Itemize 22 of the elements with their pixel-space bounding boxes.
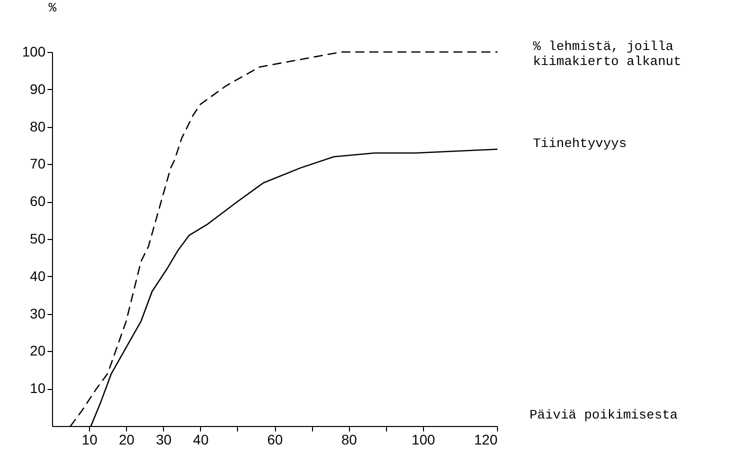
y-tick-label: 30	[30, 305, 46, 322]
x-tick-label: 10	[82, 432, 98, 448]
y-tick-label: 20	[30, 342, 46, 359]
text: Tiinehtyvyys	[533, 136, 627, 152]
y-axis-title: %	[48, 0, 57, 16]
y-tick-label: 60	[30, 193, 46, 210]
text: % lehmistä, joilla kiimakierto alkanut	[533, 39, 682, 69]
y-tick-label: 50	[30, 230, 46, 246]
x-tick-label: 20	[118, 432, 135, 448]
y-tick-label: 80	[30, 118, 46, 134]
x-tick-label: 100	[412, 432, 436, 448]
y-tick-label: 10	[30, 380, 46, 396]
x-tick-label: 40	[193, 432, 209, 448]
x-tick-label: 60	[267, 432, 283, 448]
y-tick-label: 90	[30, 80, 46, 97]
x-tick-label: 120	[474, 432, 498, 448]
x-tick-label: 80	[341, 432, 358, 448]
y-tick-label: 40	[30, 268, 46, 284]
y-tick-label: 100	[22, 44, 46, 60]
x-tick-label: 30	[156, 432, 172, 448]
y-tick-label: 70	[30, 156, 46, 172]
x-axis-title: Päiviä poikimisesta	[530, 408, 678, 422]
